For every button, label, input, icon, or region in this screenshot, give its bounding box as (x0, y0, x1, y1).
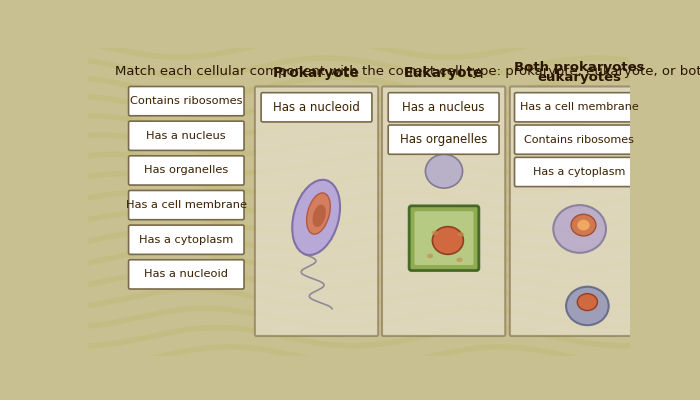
Ellipse shape (553, 205, 606, 253)
Ellipse shape (578, 294, 598, 310)
Ellipse shape (456, 258, 463, 262)
FancyBboxPatch shape (389, 125, 499, 154)
Text: eukaryotes: eukaryotes (537, 71, 621, 84)
FancyBboxPatch shape (129, 190, 244, 220)
Ellipse shape (578, 220, 589, 230)
Text: Prokaryote: Prokaryote (273, 66, 360, 80)
Text: Has a cytoplasm: Has a cytoplasm (533, 167, 625, 177)
Text: Match each cellular component with the correct cell type: prokaryote, eukaryote,: Match each cellular component with the c… (115, 65, 700, 78)
FancyBboxPatch shape (129, 260, 244, 289)
Ellipse shape (458, 232, 464, 237)
FancyBboxPatch shape (409, 206, 479, 270)
Text: Has a nucleus: Has a nucleus (402, 101, 485, 114)
Ellipse shape (427, 254, 433, 258)
Text: Has a cell membrane: Has a cell membrane (126, 200, 247, 210)
Text: Has organelles: Has organelles (144, 166, 228, 176)
Ellipse shape (566, 287, 609, 325)
Ellipse shape (307, 193, 330, 234)
Text: Has a nucleus: Has a nucleus (146, 131, 226, 141)
Ellipse shape (292, 180, 340, 255)
Ellipse shape (571, 214, 596, 236)
Text: Eukaryote: Eukaryote (404, 66, 484, 80)
Ellipse shape (433, 227, 463, 254)
Text: Contains ribosomes: Contains ribosomes (524, 135, 634, 145)
Ellipse shape (432, 230, 438, 235)
Text: Has a nucleoid: Has a nucleoid (273, 101, 360, 114)
Ellipse shape (426, 154, 463, 188)
Text: Has a cell membrane: Has a cell membrane (520, 102, 638, 112)
FancyBboxPatch shape (514, 157, 644, 186)
FancyBboxPatch shape (129, 121, 244, 150)
FancyBboxPatch shape (389, 93, 499, 122)
FancyBboxPatch shape (514, 93, 644, 122)
FancyBboxPatch shape (414, 211, 473, 265)
FancyBboxPatch shape (510, 86, 649, 336)
Text: Has a nucleoid: Has a nucleoid (144, 269, 228, 279)
FancyBboxPatch shape (382, 86, 505, 336)
Text: Has organelles: Has organelles (400, 133, 487, 146)
FancyBboxPatch shape (261, 93, 372, 122)
FancyBboxPatch shape (129, 225, 244, 254)
FancyBboxPatch shape (129, 156, 244, 185)
Ellipse shape (312, 204, 326, 227)
Text: Has a cytoplasm: Has a cytoplasm (139, 235, 233, 245)
Text: Both prokaryotes: Both prokaryotes (514, 61, 645, 74)
Text: Contains ribosomes: Contains ribosomes (130, 96, 243, 106)
FancyBboxPatch shape (129, 86, 244, 116)
FancyBboxPatch shape (255, 86, 378, 336)
FancyBboxPatch shape (514, 125, 644, 154)
